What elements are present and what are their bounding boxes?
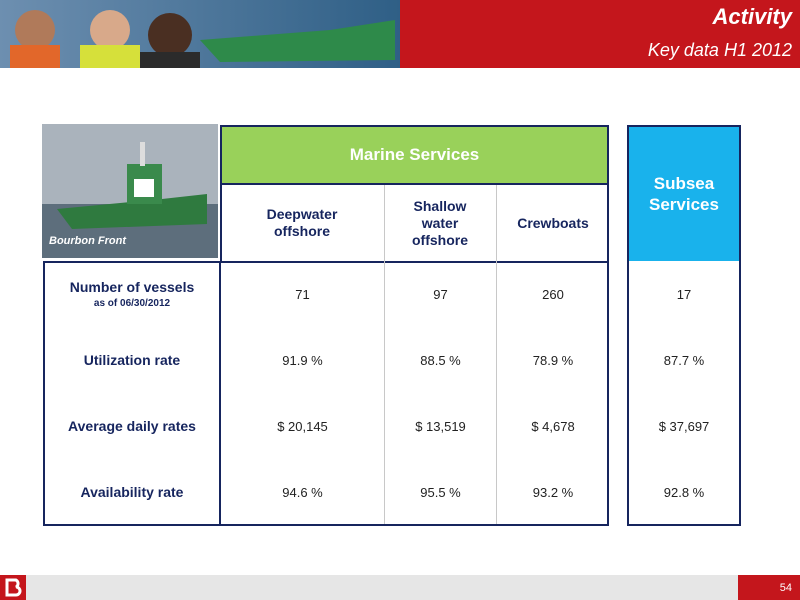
header-band bbox=[400, 0, 800, 68]
cell: 260 bbox=[542, 286, 564, 302]
group-header: Marine Services bbox=[220, 125, 609, 185]
column-header: Crewboats bbox=[517, 214, 589, 231]
subsea-header: Subsea Services bbox=[629, 127, 739, 261]
divider bbox=[384, 185, 385, 524]
body-box bbox=[43, 261, 609, 526]
cell: 78.9 % bbox=[532, 352, 574, 368]
ship-photo bbox=[42, 124, 218, 258]
divider bbox=[496, 185, 497, 524]
cell: 94.6 % bbox=[282, 484, 323, 500]
subtitle: Key data H1 2012 bbox=[647, 40, 792, 60]
cell: 95.5 % bbox=[420, 484, 461, 500]
row-label-text: Utilization rate bbox=[83, 352, 181, 368]
subsea-box bbox=[627, 125, 741, 526]
cell: 71 bbox=[295, 286, 310, 302]
row-label-text: Average daily rates bbox=[68, 418, 196, 434]
row-sublabel: as of 06/30/2012 bbox=[93, 298, 171, 309]
photo-caption: Bourbon Front bbox=[49, 235, 126, 247]
subsea-cell: 87.7 % bbox=[663, 352, 705, 368]
row-label-text: Availability rate bbox=[80, 484, 184, 500]
title: Activity bbox=[712, 4, 792, 29]
cell: 88.5 % bbox=[420, 352, 461, 368]
row-label-text: Number of vessels bbox=[69, 279, 195, 295]
row-label: Average daily rates bbox=[45, 393, 219, 459]
cell: $ 4,678 bbox=[531, 418, 575, 434]
cell: 91.9 % bbox=[282, 352, 323, 368]
page-number: 54 bbox=[738, 575, 800, 600]
logo bbox=[0, 575, 26, 600]
row-label: Availability rate bbox=[45, 459, 219, 525]
footer bbox=[0, 575, 800, 600]
cell: 93.2 % bbox=[532, 484, 574, 500]
cell: $ 20,145 bbox=[277, 418, 328, 434]
subsea-cell: 17 bbox=[676, 286, 692, 302]
divider bbox=[219, 261, 221, 526]
cell: $ 13,519 bbox=[415, 418, 466, 434]
column-header: Shallow water offshore bbox=[412, 197, 468, 248]
row-label: Number of vessels as of 06/30/2012 bbox=[45, 261, 219, 327]
subsea-cell: $ 37,697 bbox=[658, 418, 710, 434]
cell: 97 bbox=[433, 286, 448, 302]
row-label: Utilization rate bbox=[45, 327, 219, 393]
header-photo bbox=[0, 0, 400, 68]
subsea-cell: 92.8 % bbox=[663, 484, 705, 500]
column-header: Deepwater offshore bbox=[266, 206, 338, 239]
